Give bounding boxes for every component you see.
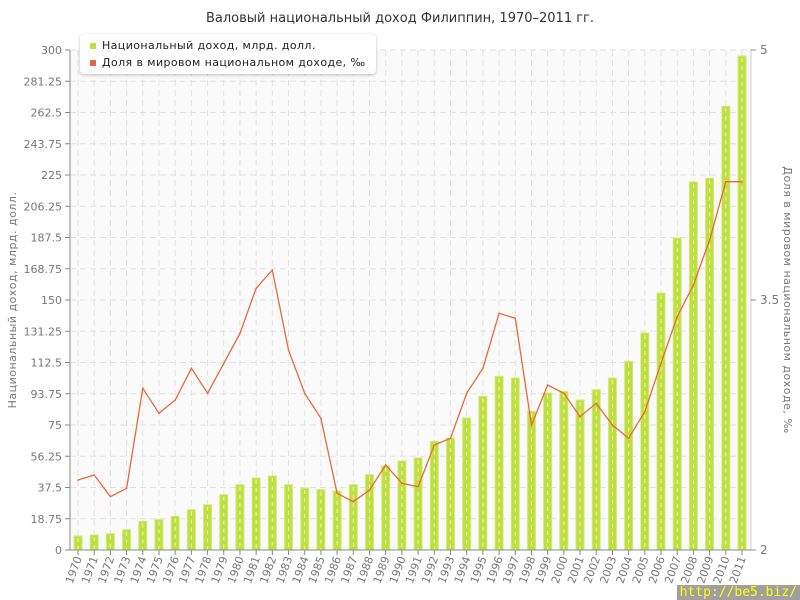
line-point [255,287,257,290]
line-point [93,474,95,476]
bar [235,484,245,551]
y-tick-label: 187.5 [31,232,63,245]
y-tick-label: 281.25 [24,75,63,88]
y-tick-label: 131.25 [24,325,63,338]
line-point [708,239,711,241]
line-point [725,180,727,183]
line-point [692,284,695,286]
bar [688,181,698,551]
watermark-link[interactable]: http://be5.biz/ [676,585,800,600]
y-tick-label: 75 [48,419,62,432]
share-line [77,180,743,503]
y-tick-label: 0 [55,544,62,557]
bar [591,389,601,551]
line-point [206,392,209,395]
y2-tick-label: 2 [760,543,768,557]
y-axis-label: Национальный доход, млрд. долл. [6,192,19,409]
line-point [563,392,565,395]
line-point [644,410,646,413]
line-point [482,367,484,370]
y2-axis-label: Доля в мировом национальном доходе, ‰ [781,166,794,433]
y2-tick-label: 5 [760,43,768,57]
bar [203,504,213,551]
line-point [174,399,176,401]
y-tick-label: 112.5 [31,357,63,370]
legend-swatch-line [90,59,96,66]
line-point [125,487,128,490]
legend: Национальный доход, млрд. долл. Доля в м… [80,34,376,74]
line-point [303,392,306,395]
line-point [320,417,322,420]
legend-item-share[interactable]: Доля в мировом национальном доходе, ‰ [90,54,366,71]
y-tick-label: 56.25 [31,450,63,463]
bar [348,484,358,551]
line-point [384,464,387,466]
line-point [190,367,193,370]
line-point [77,479,79,481]
legend-swatch-bar [90,42,96,49]
line-point [352,500,355,503]
line-point [611,424,614,426]
legend-label: Доля в мировом национальном доходе, ‰ [102,56,366,69]
legend-item-income[interactable]: Национальный доход, млрд. долл. [90,37,366,54]
line-point [271,269,274,271]
line-point [660,362,662,365]
line-point [336,492,338,495]
bars [73,55,747,551]
y-tick-label: 262.5 [31,107,63,120]
bar [445,437,455,551]
y-tick-label: 168.75 [24,263,63,276]
bar [559,390,569,551]
line-point [401,482,403,485]
y-tick-label: 18.75 [31,513,63,526]
line-point [579,415,581,418]
series-line [77,181,742,503]
line-point [627,437,630,440]
line-point [595,402,598,405]
bar [284,484,294,551]
line-point [287,349,290,351]
line-point [141,387,144,390]
line-point [546,384,549,386]
line-point [741,180,743,183]
line-point [239,332,241,335]
line-point [417,485,419,488]
y-tick-label: 225 [41,169,62,182]
y-tick-label: 37.5 [38,482,63,495]
y-tick-label: 300 [41,44,62,57]
line-point [465,392,468,395]
chart-title: Валовый национальный доход Филиппин, 197… [206,11,594,26]
y-tick-label: 243.75 [24,138,63,151]
line-point [676,315,679,318]
line-point [514,317,517,320]
y-tick-label: 206.25 [24,200,63,213]
y-tick-label: 93.75 [31,388,63,401]
line-point [158,412,160,415]
line-point [109,495,112,498]
line-point [433,444,436,446]
y2-tick-label: 3.5 [760,293,779,307]
line-point [530,424,533,426]
y-tick-label: 150 [41,294,62,307]
line-point [498,312,500,315]
line-point [222,362,225,365]
line-point [368,489,371,491]
legend-label: Национальный доход, млрд. долл. [102,39,316,52]
line-point [449,437,452,440]
